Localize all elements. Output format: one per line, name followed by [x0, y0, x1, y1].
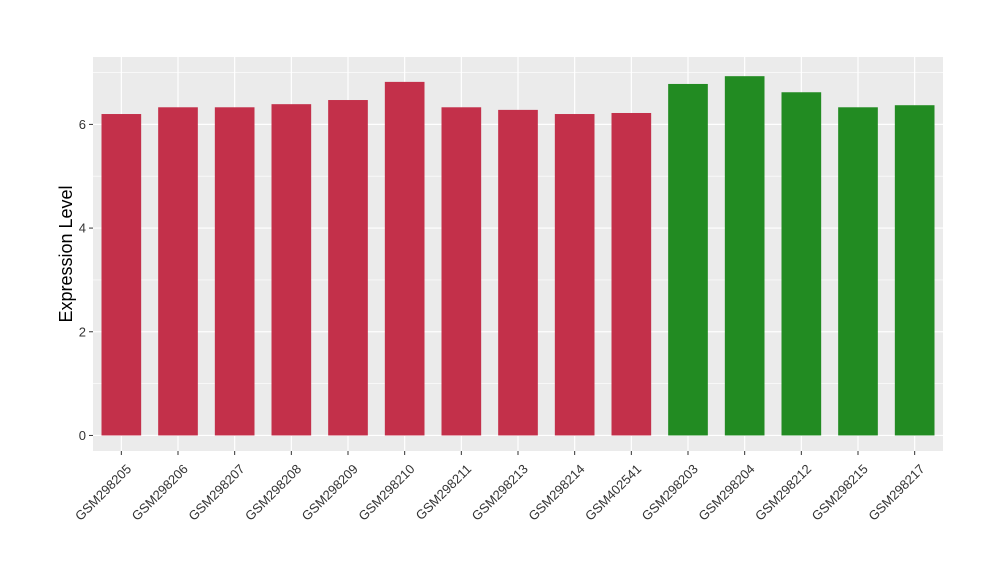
bar [611, 112, 652, 436]
x-tick-label: GSM298211 [413, 461, 475, 523]
bar [214, 107, 255, 436]
bars [101, 76, 935, 436]
bar [441, 107, 482, 436]
x-tick-label: GSM298209 [299, 461, 361, 523]
bar [498, 109, 538, 436]
y-tick-label: 6 [79, 117, 86, 132]
bar [781, 92, 822, 436]
y-axis-title: Expression Level [56, 185, 76, 322]
bar [158, 107, 198, 436]
bar [668, 83, 708, 436]
x-tick-label: GSM298215 [809, 461, 871, 523]
x-tick-label: GSM298204 [695, 461, 757, 523]
bar [894, 105, 935, 436]
bar [271, 104, 312, 436]
x-tick-label: GSM402541 [582, 461, 644, 523]
bar [838, 107, 878, 436]
x-tick-label: GSM298217 [865, 461, 927, 523]
x-axis: GSM298205GSM298206GSM298207GSM298208GSM2… [72, 451, 928, 524]
x-tick-label: GSM298207 [185, 461, 247, 523]
bar [724, 76, 765, 436]
x-tick-label: GSM298208 [242, 461, 304, 523]
x-tick-label: GSM298210 [355, 461, 417, 523]
x-tick-label: GSM298214 [525, 461, 587, 523]
y-tick-label: 0 [79, 428, 86, 443]
x-tick-label: GSM298206 [129, 461, 191, 523]
bar [384, 81, 425, 436]
x-tick-label: GSM298213 [469, 461, 531, 523]
y-axis: 0 2 4 6 [79, 117, 93, 443]
y-tick-label: 4 [79, 221, 86, 236]
x-tick-label: GSM298203 [639, 461, 701, 523]
y-tick-label: 2 [79, 324, 86, 339]
bar [101, 114, 142, 436]
bar [328, 100, 368, 436]
x-tick-label: GSM298205 [72, 461, 134, 523]
x-tick-label: GSM298212 [752, 461, 814, 523]
bar [554, 114, 595, 436]
